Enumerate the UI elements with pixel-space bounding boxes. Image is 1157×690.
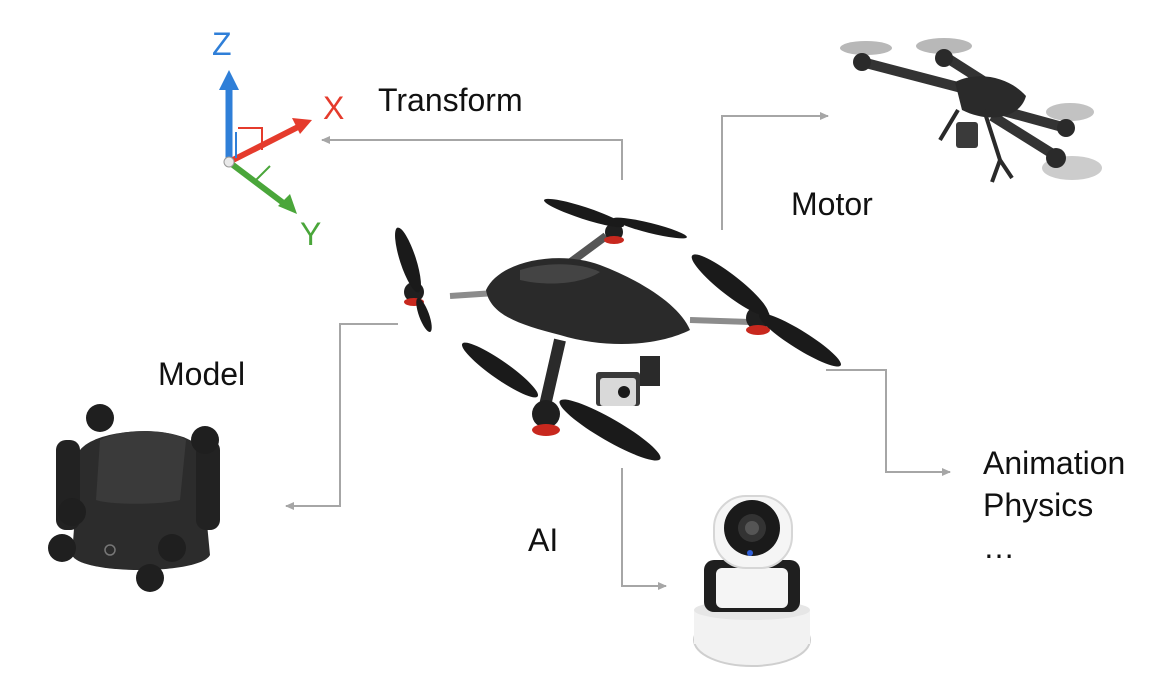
transform-label: Transform [378,82,523,118]
systems-item-physics: Physics [983,487,1094,523]
arrow-to-ai [621,468,667,590]
xyz-axes-gizmo-icon [219,70,312,214]
quadcopter-drone-icon [395,198,841,461]
ai-label: AI [528,522,559,558]
systems-list: Animation Physics … [983,442,1125,568]
arrow-to-model [285,323,398,510]
systems-item-animation: Animation [983,445,1126,481]
connector-arrows [285,112,951,590]
model-label: Model [158,356,246,392]
axis-y-label: Y [300,216,322,252]
motor-label: Motor [791,186,873,222]
folded-drone-icon [48,404,220,592]
flying-drone-icon [840,38,1102,183]
systems-item-ellipsis: … [983,529,1015,565]
axis-z-label: Z [212,26,232,62]
axis-x-label: X [323,90,345,126]
arrow-to-motor [721,112,829,230]
security-camera-icon [693,495,811,667]
arrow-to-systems [826,369,951,476]
arrow-to-transform [321,136,623,180]
